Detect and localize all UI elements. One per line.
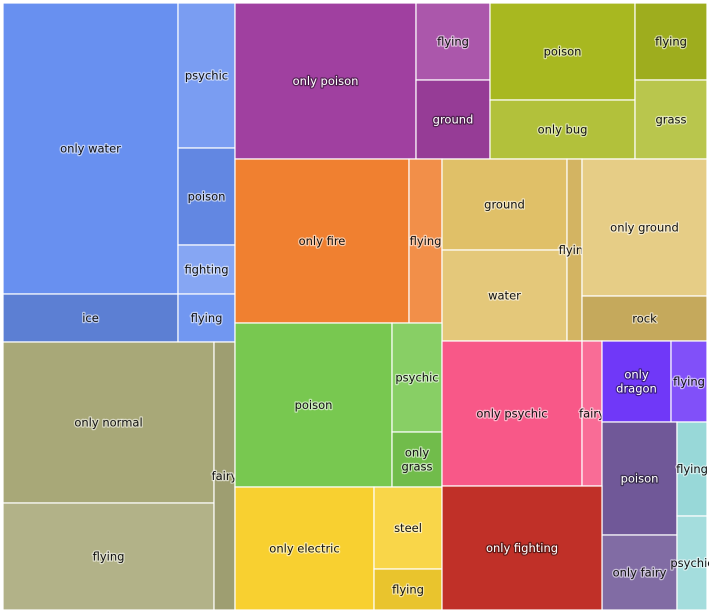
- cell-label-ghost-only-fairy: only fairy: [613, 566, 667, 580]
- treemap-cell-electric-only-electric[interactable]: [234, 486, 375, 611]
- cell-label-water-ice: ice: [82, 311, 99, 325]
- cell-label-bug-flying: flying: [655, 35, 687, 49]
- cell-label-ground-ground: ground: [484, 198, 525, 212]
- cell-label-ice-flying: flying: [676, 462, 708, 476]
- cell-label-poison-only-poison: only poison: [293, 74, 359, 88]
- cell-label-ground-rock: rock: [632, 312, 657, 326]
- treemap-cell-normal-flying[interactable]: [2, 502, 215, 611]
- group-normal: only normal flying fairy: [2, 341, 239, 611]
- group-fire: only fire flying: [234, 158, 443, 324]
- cell-label-poison-ground: ground: [433, 113, 474, 127]
- group-grass: poison psychic only grass: [234, 322, 443, 488]
- cell-label-water-only-water: only water: [60, 142, 121, 156]
- treemap-cell-ground-rock[interactable]: [581, 295, 708, 342]
- treemap-cell-ice-flying[interactable]: [676, 421, 708, 517]
- treemap-cell-water-poison[interactable]: [177, 147, 236, 246]
- cell-label-bug-grass: grass: [655, 113, 686, 127]
- treemap-cell-bug-only-bug[interactable]: [489, 99, 636, 160]
- treemap-cell-dragon-only-dragon[interactable]: [601, 340, 672, 423]
- treemap-cell-fire-only-fire[interactable]: [234, 158, 410, 324]
- group-electric: only electric steel flying: [234, 486, 443, 611]
- treemap-cell-ground-only-ground[interactable]: [581, 158, 708, 297]
- group-psychic: only psychic fairy: [441, 340, 606, 487]
- treemap-cell-bug-flying[interactable]: [634, 2, 708, 81]
- cell-label-poison-flying: flying: [437, 35, 469, 49]
- group-poison: only poison flying ground: [234, 2, 491, 160]
- treemap-cell-grass-psychic[interactable]: [391, 322, 443, 433]
- treemap-cell-ground-ground[interactable]: [441, 158, 568, 251]
- cell-label-psychic-fairy: fairy: [579, 407, 605, 421]
- cell-label-fire-flying: flying: [410, 234, 442, 248]
- treemap-cell-water-flying[interactable]: [177, 293, 236, 343]
- treemap-cell-grass-only-grass[interactable]: [391, 431, 443, 488]
- treemap-cell-psychic-only-psychic[interactable]: [441, 340, 583, 487]
- treemap-cell-electric-flying[interactable]: [373, 568, 443, 611]
- cell-label-bug-only-bug: only bug: [538, 123, 588, 137]
- cell-label-grass-only-grass: only grass: [401, 446, 432, 474]
- cell-label-water-psychic: psychic: [185, 69, 228, 83]
- cell-label-fire-only-fire: only fire: [299, 234, 346, 248]
- cell-label-psychic-only-psychic: only psychic: [476, 407, 547, 421]
- cell-label-dragon-only-dragon: only dragon: [616, 368, 657, 396]
- cell-label-grass-psychic: psychic: [395, 371, 438, 385]
- cell-label-fighting-only-fighting: only fighting: [486, 541, 558, 555]
- cell-label-electric-flying: flying: [392, 583, 424, 597]
- cell-label-ground-water: water: [488, 289, 521, 303]
- cell-label-normal-fairy: fairy: [212, 469, 238, 483]
- cell-label-ice-psychic: psychic: [670, 556, 709, 570]
- treemap-cell-poison-only-poison[interactable]: [234, 2, 417, 160]
- cell-label-electric-steel: steel: [394, 521, 422, 535]
- group-fighting: only fighting: [441, 485, 603, 611]
- cell-label-water-fighting: fighting: [184, 263, 228, 277]
- treemap-cell-bug-grass[interactable]: [634, 79, 708, 160]
- cell-label-electric-only-electric: only electric: [269, 542, 339, 556]
- cell-label-bug-poison: poison: [544, 45, 582, 59]
- group-ghost: poison only fairy: [601, 421, 678, 611]
- cell-label-dragon-flying: flying: [673, 375, 705, 389]
- cell-label-water-poison: poison: [188, 190, 226, 204]
- cell-label-ghost-poison: poison: [621, 472, 659, 486]
- cell-label-grass-poison: poison: [295, 398, 333, 412]
- cell-label-ground-only-ground: only ground: [610, 221, 679, 235]
- treemap-cell-fire-flying[interactable]: [408, 158, 443, 324]
- treemap-cell-poison-flying[interactable]: [415, 2, 491, 81]
- treemap-cell-water-psychic[interactable]: [177, 2, 236, 149]
- treemap-cell-ground-water[interactable]: [441, 249, 568, 342]
- cell-label-normal-flying: flying: [93, 550, 125, 564]
- group-dragon: only dragon flying: [601, 340, 708, 423]
- group-ice: flying psychic: [669, 421, 709, 611]
- treemap-cell-ghost-poison[interactable]: [601, 421, 678, 536]
- treemap-cell-fighting-only-fighting[interactable]: [441, 485, 603, 611]
- cell-label-water-flying: flying: [191, 311, 223, 325]
- treemap-cell-ice-psychic[interactable]: [676, 515, 708, 611]
- group-water: only water psychic poison fighting ice flying: [2, 2, 236, 343]
- cell-label-normal-only-normal: only normal: [74, 416, 142, 430]
- treemap-cell-dragon-flying[interactable]: [670, 340, 708, 423]
- treemap-cell-normal-only-normal[interactable]: [2, 341, 215, 504]
- treemap-cell-water-only-water[interactable]: [2, 2, 179, 295]
- group-bug: poison only bug flying grass: [489, 2, 708, 160]
- treemap-cell-grass-poison[interactable]: [234, 322, 393, 488]
- treemap-cell-bug-poison[interactable]: [489, 2, 636, 101]
